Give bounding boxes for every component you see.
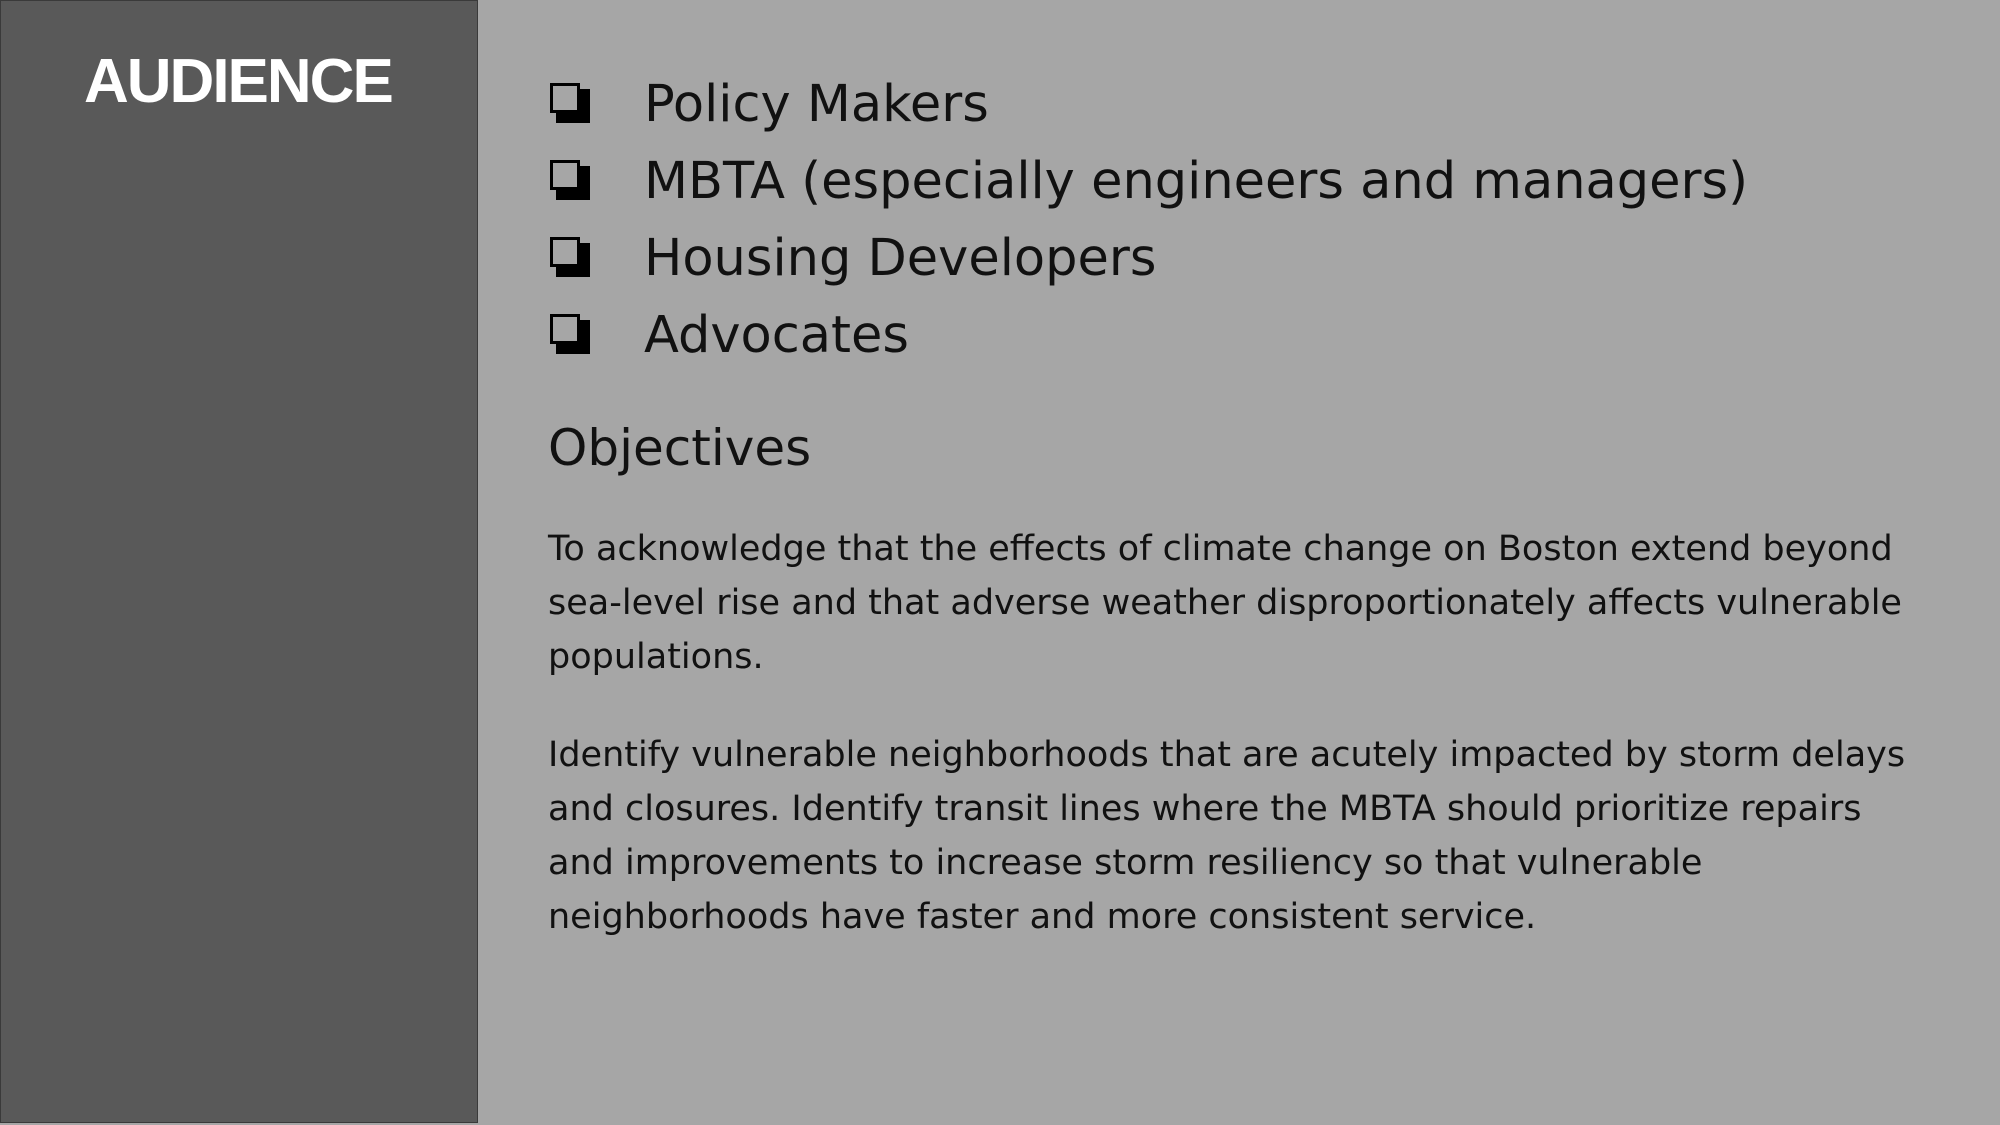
list-item-label: Policy Makers	[644, 74, 989, 134]
checkbox-icon	[548, 158, 596, 206]
sidebar-panel: AUDIENCE	[0, 0, 478, 1123]
list-item: Policy Makers	[548, 66, 1948, 143]
list-item: Housing Developers	[548, 220, 1948, 297]
list-item-label: MBTA (especially engineers and managers)	[644, 151, 1748, 211]
objectives-heading: Objectives	[548, 419, 812, 477]
checkbox-icon	[548, 312, 596, 360]
list-item: Advocates	[548, 297, 1948, 374]
list-item: MBTA (especially engineers and managers)	[548, 143, 1948, 220]
list-item-label: Housing Developers	[644, 228, 1157, 288]
list-item-label: Advocates	[644, 305, 909, 365]
checkbox-icon	[548, 81, 596, 129]
objective-paragraph: To acknowledge that the effects of clima…	[548, 529, 1902, 677]
audience-list: Policy Makers MBTA (especially engineers…	[548, 66, 1948, 374]
checkbox-icon	[548, 235, 596, 283]
main-content: Policy Makers MBTA (especially engineers…	[548, 66, 1948, 979]
section-title: AUDIENCE	[84, 47, 394, 116]
objective-paragraph: Identify vulnerable neighborhoods that a…	[548, 735, 1906, 937]
